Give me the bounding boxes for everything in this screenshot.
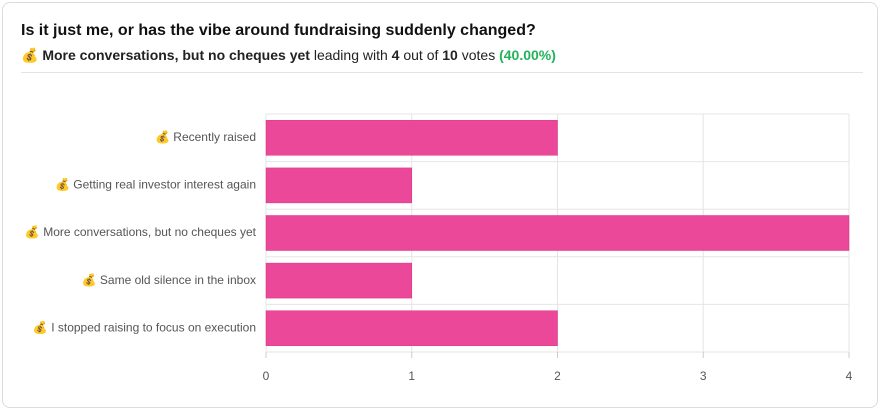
separator xyxy=(21,72,863,73)
bar xyxy=(265,120,558,156)
leader-percent: (40.00%) xyxy=(499,47,556,63)
bar xyxy=(265,310,558,346)
poll-summary: 💰 More conversations, but no cheques yet… xyxy=(21,47,556,64)
total-votes: 10 xyxy=(442,47,458,63)
x-tick-label: 4 xyxy=(846,369,853,383)
y-tick-label: 💰 Same old silence in the inbox xyxy=(82,273,256,287)
leader: 💰 More conversations, but no cheques yet xyxy=(21,47,310,63)
leader-votes: 4 xyxy=(391,47,400,63)
x-tick-label: 3 xyxy=(700,369,707,383)
summary-text: votes xyxy=(461,47,496,63)
y-tick-label: 💰 More conversations, but no cheques yet xyxy=(25,225,257,239)
x-tick-label: 1 xyxy=(408,369,415,383)
x-tick-label: 2 xyxy=(554,369,561,383)
bar xyxy=(265,215,850,251)
poll-title: Is it just me, or has the vibe around fu… xyxy=(21,22,536,39)
x-tick-label: 0 xyxy=(263,369,270,383)
y-tick-label: 💰 I stopped raising to focus on executio… xyxy=(33,320,256,334)
summary-text: out of xyxy=(403,47,439,63)
bar xyxy=(265,262,412,299)
y-tick-label: 💰 Getting real investor interest again xyxy=(55,178,256,192)
summary-text: leading with xyxy=(313,47,388,63)
y-tick-label: 💰 Recently raised xyxy=(155,130,256,144)
bar xyxy=(265,167,412,204)
